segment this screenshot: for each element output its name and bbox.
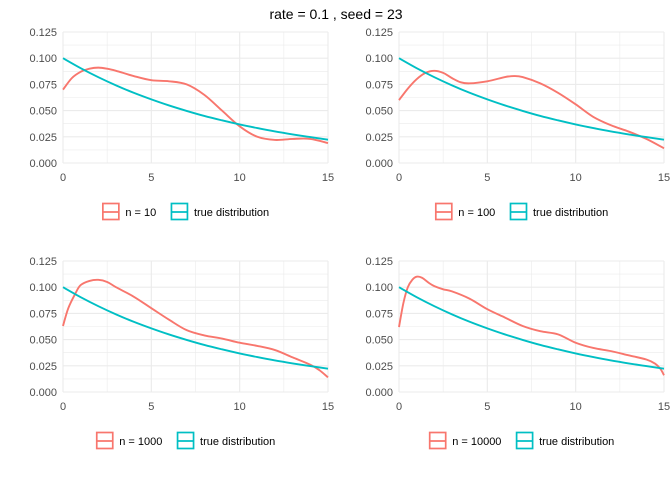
x-tick-label: 10 bbox=[570, 172, 582, 184]
x-tick-label: 10 bbox=[234, 172, 246, 184]
gridlines bbox=[398, 31, 665, 164]
chart-panel-2: 0.000 0.025 0.050 0.075 0.100 0.125 0 5 10 15 n = … bbox=[365, 27, 670, 221]
y-tick-label: 0.100 bbox=[365, 53, 393, 65]
legend-label: n = 100 bbox=[458, 207, 495, 219]
legend-label: true distribution bbox=[539, 436, 614, 448]
chart-panel-1: 0.000 0.025 0.050 0.075 0.100 0.125 0 5 10 15 n = … bbox=[29, 27, 334, 221]
legend-key-true bbox=[515, 431, 534, 450]
series-lines bbox=[62, 57, 329, 145]
sample-density-line bbox=[62, 278, 329, 379]
legend-label: true distribution bbox=[533, 207, 608, 219]
chart-panel-3: 0.000 0.025 0.050 0.075 0.100 0.125 0 5 10 15 n = … bbox=[29, 256, 334, 450]
x-tick-label: 5 bbox=[148, 401, 154, 413]
sample-density-line bbox=[398, 275, 665, 376]
series-lines bbox=[398, 275, 665, 376]
legend-label: n = 10000 bbox=[452, 436, 501, 448]
legend: n = 10 true distribution bbox=[101, 202, 269, 221]
legend-label: true distribution bbox=[200, 436, 275, 448]
y-tick-label: 0.075 bbox=[29, 79, 57, 91]
y-tick-label: 0.125 bbox=[29, 27, 57, 39]
legend: n = 1000 true distribution bbox=[95, 431, 275, 450]
x-tick-label: 15 bbox=[658, 401, 670, 413]
x-tick-label: 0 bbox=[60, 172, 66, 184]
sample-density-line bbox=[62, 66, 329, 145]
y-tick-label: 0.025 bbox=[29, 132, 57, 144]
y-tick-label: 0.025 bbox=[365, 132, 393, 144]
y-tick-label: 0.125 bbox=[365, 256, 393, 268]
chart-title: rate = 0.1 , seed = 23 bbox=[269, 6, 402, 22]
gridlines bbox=[62, 31, 329, 164]
legend-key-true bbox=[509, 202, 528, 221]
y-tick-label: 0.000 bbox=[365, 387, 393, 399]
y-tick-label: 0.050 bbox=[29, 106, 57, 118]
x-tick-label: 0 bbox=[60, 401, 66, 413]
y-tick-label: 0.025 bbox=[365, 361, 393, 373]
y-tick-label: 0.050 bbox=[29, 335, 57, 347]
y-tick-label: 0.075 bbox=[29, 308, 57, 320]
legend-label: n = 1000 bbox=[119, 436, 162, 448]
legend-key-true bbox=[170, 202, 189, 221]
gridlines bbox=[62, 260, 329, 393]
x-tick-label: 15 bbox=[658, 172, 670, 184]
y-tick-label: 0.075 bbox=[365, 308, 393, 320]
x-tick-label: 5 bbox=[484, 401, 490, 413]
true-distribution-line bbox=[398, 286, 665, 370]
true-distribution-line bbox=[62, 57, 329, 141]
x-tick-label: 5 bbox=[484, 172, 490, 184]
x-tick-label: 0 bbox=[396, 172, 402, 184]
y-tick-label: 0.000 bbox=[29, 158, 57, 170]
y-tick-label: 0.000 bbox=[365, 158, 393, 170]
panel-grid: 0.000 0.025 0.050 0.075 0.100 0.125 0 5 10 15 n = … bbox=[29, 27, 670, 450]
legend-key-sample bbox=[95, 431, 114, 450]
chart-panel-4: 0.000 0.025 0.050 0.075 0.100 0.125 0 5 10 15 n = … bbox=[365, 256, 670, 450]
y-tick-label: 0.125 bbox=[365, 27, 393, 39]
y-tick-label: 0.100 bbox=[29, 53, 57, 65]
legend-key-sample bbox=[434, 202, 453, 221]
series-lines bbox=[62, 278, 329, 379]
legend: n = 10000 true distribution bbox=[428, 431, 614, 450]
y-tick-label: 0.050 bbox=[365, 106, 393, 118]
y-tick-label: 0.100 bbox=[29, 282, 57, 294]
y-tick-label: 0.050 bbox=[365, 335, 393, 347]
x-tick-label: 5 bbox=[148, 172, 154, 184]
sample-density-line bbox=[398, 69, 665, 150]
x-tick-label: 15 bbox=[322, 172, 334, 184]
y-tick-label: 0.025 bbox=[29, 361, 57, 373]
x-tick-label: 15 bbox=[322, 401, 334, 413]
y-tick-label: 0.100 bbox=[365, 282, 393, 294]
legend-key-true bbox=[176, 431, 195, 450]
series-lines bbox=[398, 57, 665, 150]
x-tick-label: 10 bbox=[570, 401, 582, 413]
gridlines bbox=[398, 260, 665, 393]
legend-key-sample bbox=[101, 202, 120, 221]
x-tick-label: 0 bbox=[396, 401, 402, 413]
x-tick-label: 10 bbox=[234, 401, 246, 413]
legend-label: n = 10 bbox=[125, 207, 156, 219]
y-tick-label: 0.000 bbox=[29, 387, 57, 399]
legend-key-sample bbox=[428, 431, 447, 450]
legend-label: true distribution bbox=[194, 207, 269, 219]
y-tick-label: 0.075 bbox=[365, 79, 393, 91]
true-distribution-line bbox=[398, 57, 665, 141]
true-distribution-line bbox=[62, 286, 329, 370]
y-tick-label: 0.125 bbox=[29, 256, 57, 268]
legend: n = 100 true distribution bbox=[434, 202, 608, 221]
